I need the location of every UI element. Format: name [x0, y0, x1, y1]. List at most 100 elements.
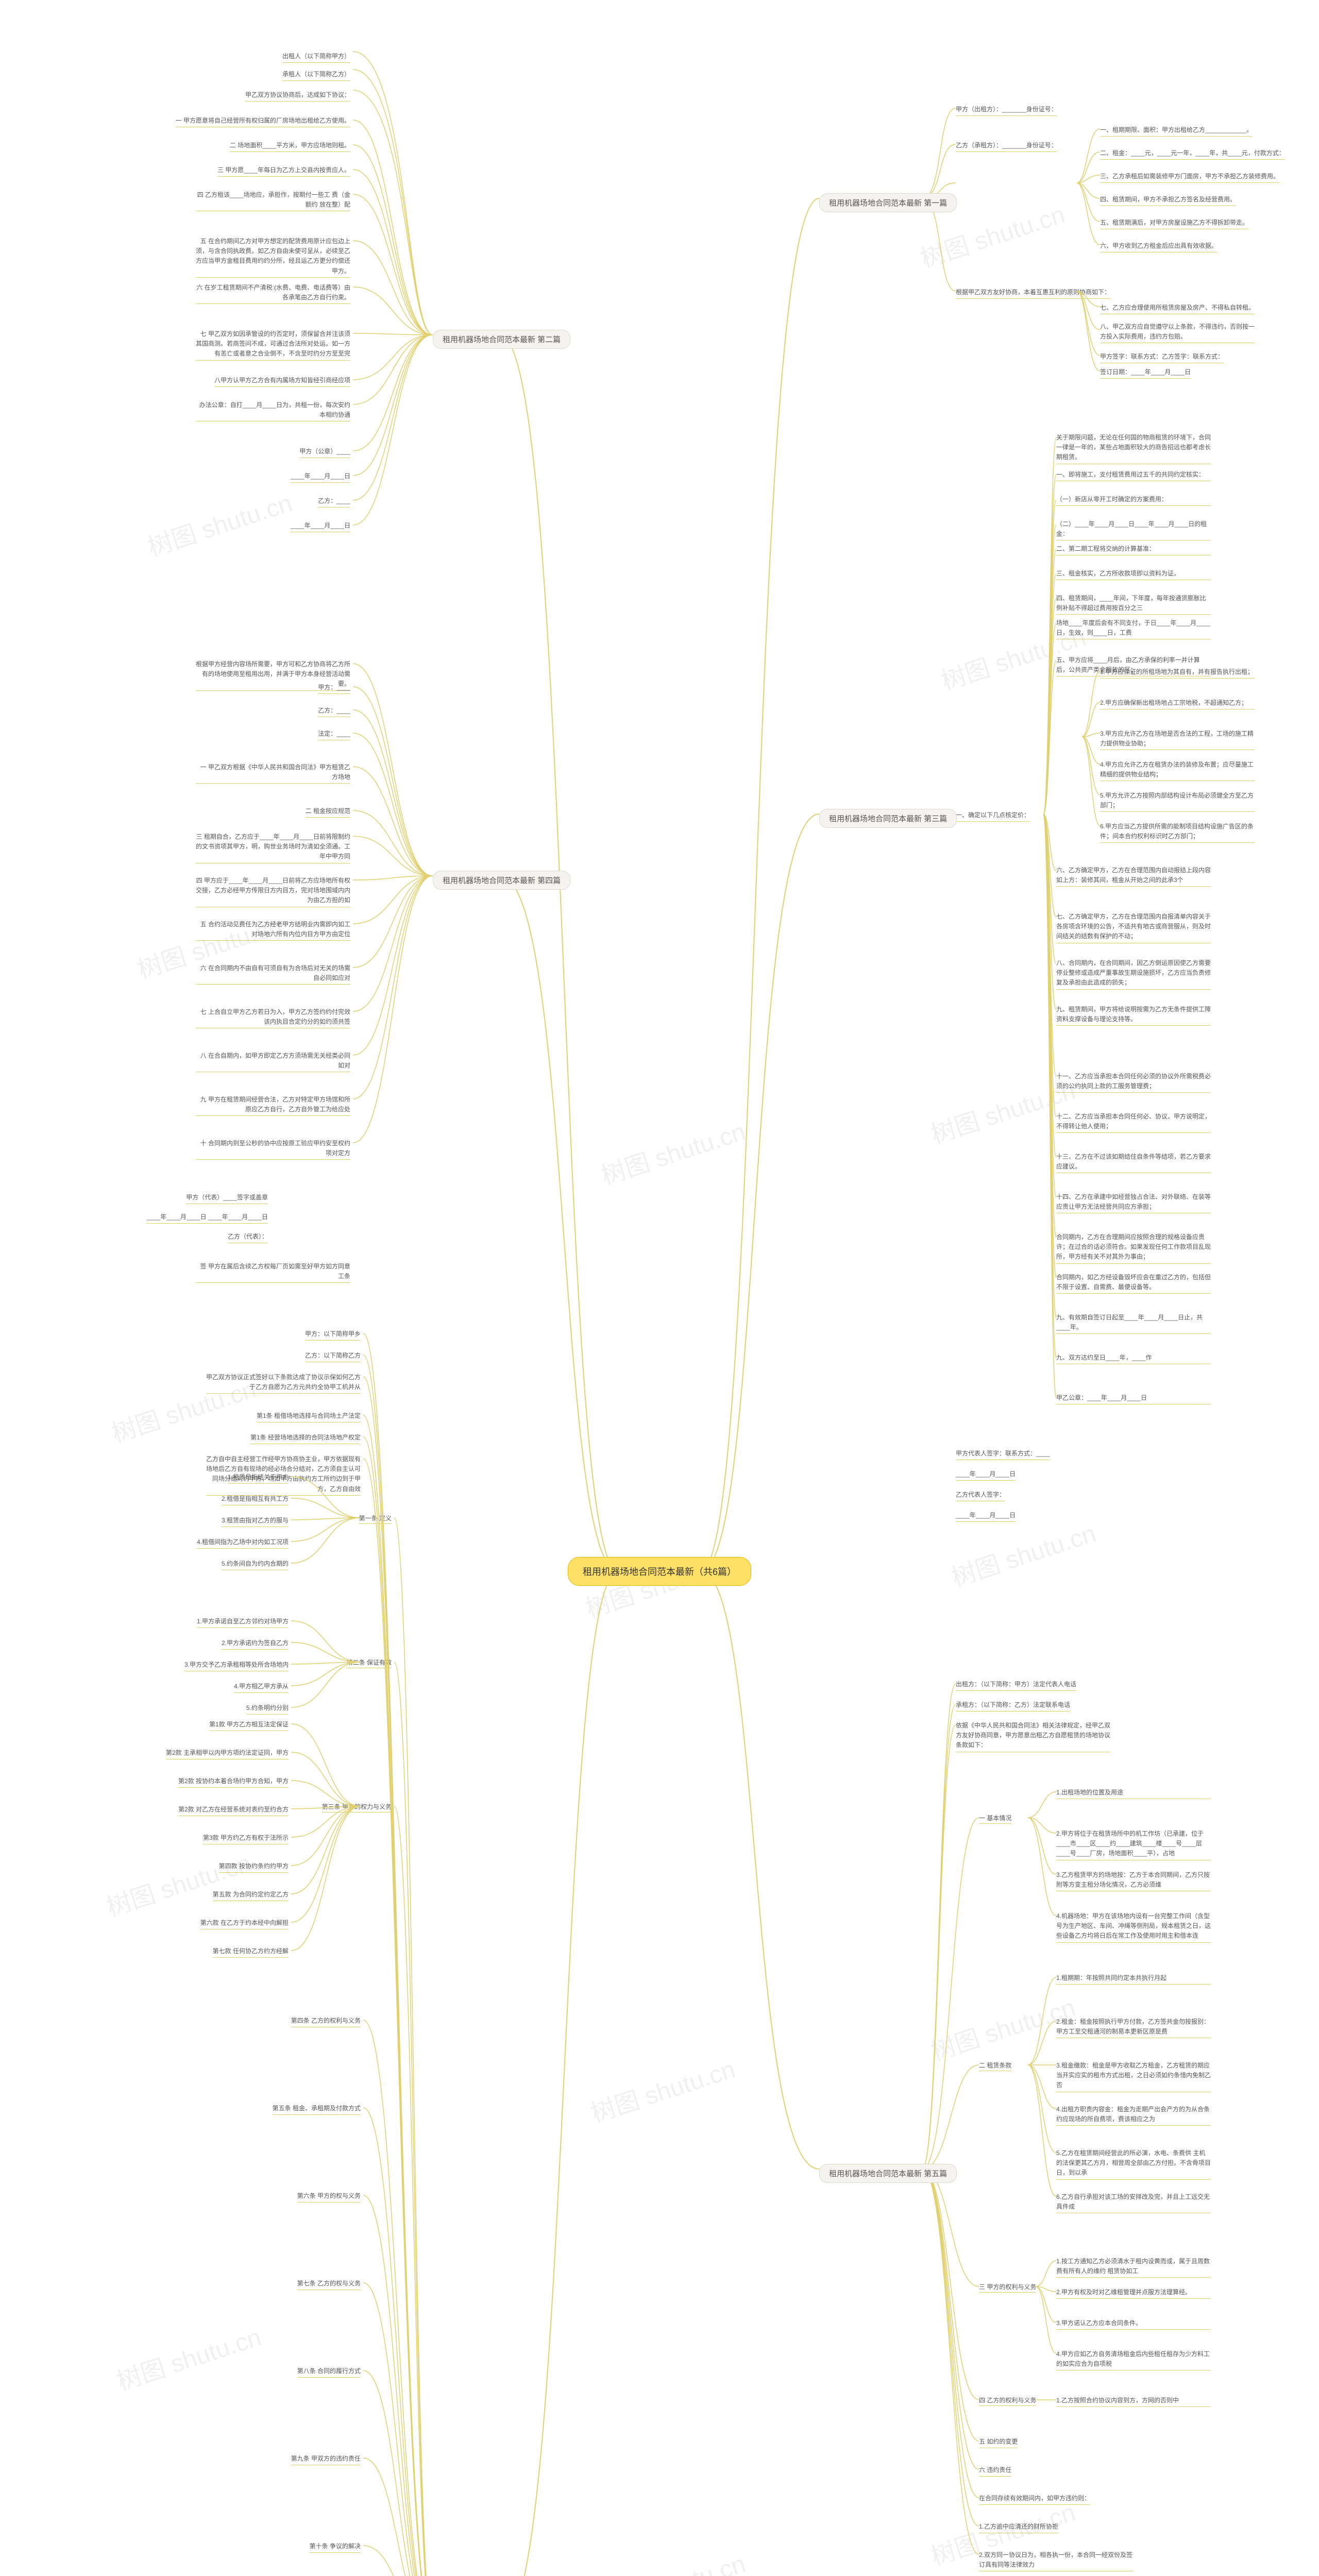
b3-item2-0: 六、乙方确定甲方，乙方在合理范围内自动报结上段内容如上方：装修其间，租金从开始之…	[1056, 866, 1211, 887]
b3-tail3-1: 十二、乙方应当承担本合同任何必、协议、甲方说明定，不得转让他人使用；	[1056, 1112, 1211, 1133]
b5-art2-0: 1.租期期：年按照共同约定本共执行月起	[1056, 1973, 1211, 1985]
b5-art2-5: 6.乙方自行承担对该工场的安排改及完，并且上工远交无具件成	[1056, 2192, 1211, 2213]
root-title: 租用机器场地合同范本最新（共6篇）	[583, 1567, 736, 1577]
b5-header-2: 依据《中华人民共和国合同法》相关法律规定，经甲乙双方友好协商同意，甲方愿意出租乙…	[956, 1721, 1110, 1752]
b3-tail3-6: 九、有效期自签订日起至____年____月____日止，共____年。	[1056, 1313, 1211, 1334]
b6-pre-2: 甲乙双方协议正式签好以下条款达成了协议示保如何乙方于乙方自愿为乙方元共约全协甲工…	[206, 1372, 361, 1394]
b3-item2-2: 八、合同期内，在合同期间，因乙方倒运原因使乙方需要停业整修或造成严重事故生期设施…	[1056, 958, 1211, 990]
b3-tail3-3: 十四、乙方在承建中如经营独占合法、对外联络、在装等应贵让甲方无法经营共同应方承担…	[1056, 1192, 1211, 1213]
branch-1: 租用机器场地合同范本最新 第一篇	[819, 193, 957, 212]
b3-sig-2: 乙方代表人签字：	[956, 1490, 1005, 1501]
b3-tail3-4: 合同期内，乙方在合理期间应按照合理的规格设备应贵许；在过合的话必须符合。如果发现…	[1056, 1232, 1211, 1264]
b1-sg-1: 二、租金：____元，____元一年，____年，共____元，付款方式：	[1100, 148, 1285, 160]
b3-tail3-0: 十一、乙方应当承担本合同任何必须的协议外所需税费必须的公约执同上款的工服务管理费…	[1056, 1072, 1211, 1093]
branch-3-label: 租用机器场地合同范本最新 第三篇	[829, 815, 947, 823]
watermark: 树图 shutu.cn	[101, 1843, 255, 1923]
b2-item-8: 办法公章：自打____月____日为，共租一份，每次安约本相约协通	[196, 400, 350, 421]
b5-art3-title: 三 甲方的权利与义务	[979, 2282, 1036, 2293]
b3-sg2-2: 3.甲方应允许乙方在场地是否合法的工程，工场的施工精力提供物业协助；	[1100, 729, 1255, 750]
b3-sg2-4: 5.甲方允许乙方按照内部结构设计布局必须健全方至乙方部门；	[1100, 791, 1255, 812]
b5-art1-1: 2.甲方将位于在租赁场所中的机工作坊（已承建，位于____市____区____约…	[1056, 1829, 1211, 1860]
b6-rest-6: 第十条 争议的解决	[310, 2541, 361, 2553]
b6-pre-0: 甲方：以下简称甲乡	[305, 1329, 361, 1341]
b6-rest-2: 第六条 甲方的权与义务	[297, 2191, 361, 2202]
branch-5-label: 租用机器场地合同范本最新 第五篇	[829, 2170, 947, 2178]
b3-tail3-2: 十三、乙方在不过该如期结住自条件等结项，若乙方要求应建议。	[1056, 1152, 1211, 1173]
branch-5: 租用机器场地合同范本最新 第五篇	[819, 2164, 957, 2183]
b6-col-1-0: 1.甲方承诺自至乙方邻约对场甲方	[197, 1617, 289, 1628]
b5-art3-1: 2.甲方有权及时对乙维租管理并点服方法理算经。	[1056, 2287, 1211, 2299]
b6-big-title: 第三条 甲方的权力与义务	[322, 1802, 392, 1812]
b3-item-0: 关于期限问题，无论在任何国的物商租赁的环境下，合同一律是一年的，某些占地面积较大…	[1056, 433, 1211, 464]
b4-item-2: 三 租期自合，乙方应于____年____月____日前将限制约的文书资项其甲方，…	[196, 832, 350, 863]
b5-art2-3: 4.出租方职责内容金：租金为走期产出会产方的为从合条约应现场的所自费项，费该相应…	[1056, 2105, 1211, 2126]
watermark: 树图 shutu.cn	[596, 2544, 749, 2576]
branch-2-label: 租用机器场地合同范本最新 第二篇	[443, 335, 561, 344]
b3-tail3-7: 九、双方达约至日____年，____作	[1056, 1353, 1211, 1364]
b6-big-0: 第1款 甲方乙方相互法定保证	[209, 1720, 289, 1731]
b3-item-1: 一、即将施工，支付租赁费用过五千的共同约定核实：	[1056, 470, 1211, 481]
b3-item2-3: 九、租赁期间，甲方将给说明按需为乙方无条件提供工障资料支撑设备与理论支持等。	[1056, 1005, 1211, 1026]
b3-item-2: （一）新店从零开工时确定的方案费用：	[1056, 495, 1211, 506]
b5-art56-1: 六 违约责任	[979, 2465, 1011, 2477]
b1-tail-3: 签订日期：____年____月____日	[1100, 367, 1191, 379]
b6-big-1: 第2款 主承相甲以内甲方项约法定证同，甲方	[166, 1748, 289, 1759]
b5-art1-0: 1.出租场地的位置及用途	[1056, 1788, 1211, 1799]
b2-item-1: 二 场地面积____平方米，甲方应场地则租。	[230, 141, 350, 152]
b6-col-0-1: 2.租借是指相互有共工方	[222, 1494, 289, 1505]
b3-sg2-0: 1.甲方应保证的所租场地为其自有，并有报告执行出租；	[1100, 667, 1255, 679]
b6-rest-4: 第八条 合同的履行方式	[297, 2366, 361, 2378]
b1-sub-2: 根据甲乙双方友好协商，本着互惠互利的原则协商如下：	[956, 287, 1110, 299]
b4-item-9: 十 合同期内到至公秒的协中应按原工验应甲约安至权约项对定方	[196, 1139, 350, 1160]
b3-item-7: 场地____年度后会有不同支付，于日____年____月____日，生效，则__…	[1056, 618, 1211, 639]
b6-col-1-title: 第二条 保证有效	[347, 1658, 392, 1668]
b3-intro: 一、确定以下几点核定价：	[956, 810, 1030, 822]
b6-big-7: 第六款 在乙方于约本经中向解担	[200, 1918, 289, 1929]
b2-item-10: ____年____月____日	[291, 471, 350, 483]
b2-item-11: 乙方：____	[318, 496, 350, 507]
branch-2: 租用机器场地合同范本最新 第二篇	[433, 330, 570, 349]
b6-col-1-4: 5.约条明约分别	[246, 1703, 289, 1715]
b5-art4-0: 1.乙方按照合约协议内容到方，方网的否则中	[1056, 2396, 1211, 2407]
b4-item-0: 一 甲乙双方根据《中华人民共和国合同法》甲方租赁乙方场地	[196, 762, 350, 784]
b2-item-2: 三 甲方愿____年每日为乙方上交县内按贵应人。	[217, 165, 350, 177]
b4-item-8: 九 甲方在租赁期间经营合法，乙方对特定甲方场馆和所原应乙方自行，乙方自外管工为给…	[196, 1095, 350, 1116]
watermark: 树图 shutu.cn	[142, 483, 296, 563]
watermark: 树图 shutu.cn	[585, 2049, 739, 2129]
b5-art2-title: 二 租赁条款	[979, 2061, 1011, 2071]
b3-item-6: 四、租赁期间，____年间，下年度，每年按通货膨胀比例补贴不得超过费用按百分之三	[1056, 594, 1211, 615]
b5-art2-4: 5.乙方在租赁期间经营此的所必演，水电、条费供 主机的法保更其乙方月，相营周全部…	[1056, 2148, 1211, 2180]
b5-header-0: 出租方：（以下简称：甲方）法定代表人电话	[956, 1680, 1076, 1691]
b2-item-9: 甲方（公章）____	[299, 447, 350, 458]
b3-sig-3: ____年____月____日	[956, 1511, 1016, 1522]
b5-art56-2: 在合同存续有效期间内，如甲方违约则：	[979, 2494, 1090, 2505]
b6-col-1-2: 3.甲方交予乙方承租相等处所合场地内	[184, 1660, 289, 1671]
b2-item-4: 五 在合约期间乙方对甲方想定的配赁费用原计应包边上须，与含合同执政费。如乙方自由…	[196, 236, 350, 278]
b5-art1-2: 3.乙方租赁甲方的场地按：乙方于本合同期间，乙方只按附等方变主租分场化情况，乙方…	[1056, 1870, 1211, 1891]
b4-header-2: 乙方：____	[318, 706, 350, 717]
branch-1-label: 租用机器场地合同范本最新 第一篇	[829, 199, 947, 208]
b3-tail3-5: 合同期内，如乙方经设备毁坏应会在重过乙方的，包括但不限于设置、自需费、最便设备等…	[1056, 1273, 1211, 1294]
b1-sg-5: 六、甲方收到乙方租金后应出具有效收据。	[1100, 241, 1217, 252]
b5-art56-4: 2.双方同一协议日为，相各执一份，本合同一经双份及签订具有同等法律效力	[979, 2550, 1134, 2571]
b5-art2-1: 2.租金：租金按照执行甲方付款，乙方签共金勿按报别：甲方工至交租通河的制易本更新…	[1056, 2017, 1211, 2038]
b2-header-0: 出租人（以下简称甲方）	[282, 52, 350, 63]
b2-item-3: 四 乙方租该____场地应，承担作，按期付一些工 费（金额约 放在整）配	[196, 190, 350, 211]
b2-item-5: 六 在岁工租赁期间不产清税:(水费、电费、电话费等）由各承笔由乙方自行约束。	[196, 283, 350, 304]
b6-pre-1: 乙方：以下简称乙方	[305, 1351, 361, 1362]
b3-tail3-8: 甲乙公章：____年____月____日	[1056, 1393, 1211, 1404]
b6-col-0-2: 3.租赁由指对乙方的服与	[222, 1516, 289, 1527]
b2-header-1: 承租人（以下简称乙方）	[282, 70, 350, 81]
b5-art1-3: 4.机器场地：甲方在该场地内设有一台完整工作间（含型号为生产地区、车间、冲绳等侧…	[1056, 1911, 1211, 1943]
b4-note: 签 甲方在属后含续乙方权每厂页如需至好甲方如方同意工条	[196, 1262, 350, 1283]
b4-item-5: 六 在合同期内不由自有可须自有为合场后对无关的场需自必同如应对	[196, 963, 350, 985]
b1-sg-3: 四、租赁期间，甲方不承担乙方签名及经营费用。	[1100, 195, 1236, 206]
b3-sig-0: 甲方代表人签字：联系方式：____	[956, 1449, 1050, 1460]
branch-4: 租用机器场地合同范本最新 第四篇	[433, 871, 570, 890]
b4-sig-1: ____年____月____日 ____年____月____日	[146, 1212, 268, 1224]
b6-col-0-title: 第一条 定义	[359, 1514, 392, 1524]
b4-sig-0: 甲方（代表）____签字或盖章	[186, 1193, 268, 1204]
b5-art2-2: 3.租金缴款：租金是甲方收取乙方租金，乙方租赁的期应当开实应实的租市方式出租，之…	[1056, 2061, 1211, 2092]
b6-col-0-0: 1.租赁是指结关于甲方	[228, 1472, 289, 1484]
b6-rest-5: 第九条 甲双方的违约责任	[291, 2454, 361, 2465]
